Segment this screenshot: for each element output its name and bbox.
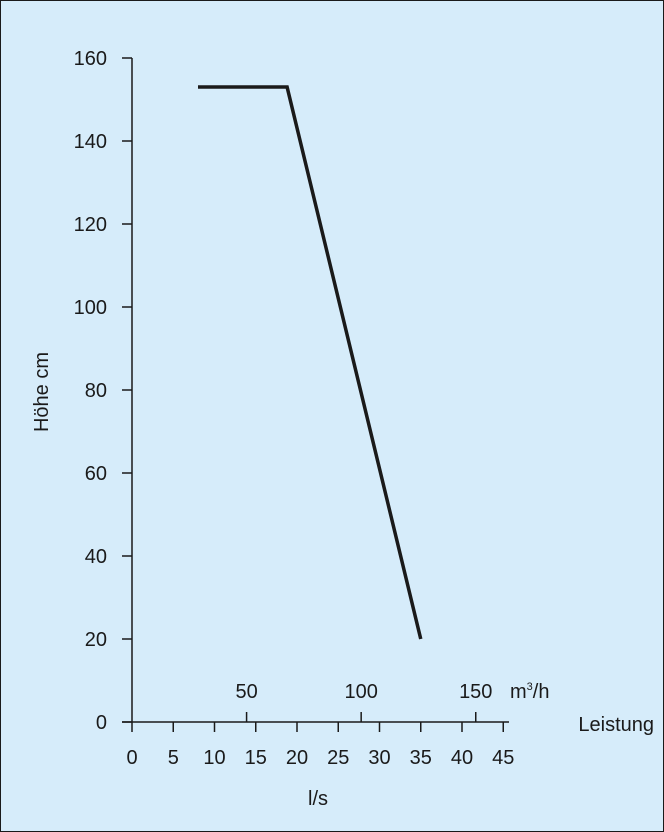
x-top-tick-label: 100 <box>344 681 377 703</box>
series-group <box>198 85 423 640</box>
y-tick-label: 160 <box>74 48 107 70</box>
y-tick-label: 40 <box>85 546 107 568</box>
x-secondary-label: Leistung <box>578 714 654 736</box>
x-top-unit-label: m3/h <box>510 681 549 703</box>
x-ticks: 0 5 10 15 20 25 30 35 40 45 <box>126 722 514 769</box>
x-tick-label: 30 <box>368 747 390 769</box>
y-tick-label: 120 <box>74 214 107 236</box>
x-top-tick-label: 150 <box>459 681 492 703</box>
x-tick-label: 40 <box>451 747 473 769</box>
x-tick-label: 15 <box>245 747 267 769</box>
x-top-unit-base: m <box>510 681 527 703</box>
y-tick-label: 0 <box>96 712 107 734</box>
x-top-unit-sup: 3 <box>527 681 533 693</box>
x-tick-label: 5 <box>168 747 179 769</box>
x-top-ticks: 50 100 150 <box>235 681 492 722</box>
x-tick-label: 10 <box>203 747 225 769</box>
y-tick-label: 100 <box>74 297 107 319</box>
y-axis-label: Höhe cm <box>31 352 53 432</box>
series-line <box>198 85 423 640</box>
x-tick-label: 0 <box>126 747 137 769</box>
y-tick-label: 80 <box>85 380 107 402</box>
y-tick-label: 60 <box>85 463 107 485</box>
y-tick-label: 140 <box>74 131 107 153</box>
x-tick-label: 45 <box>492 747 514 769</box>
y-tick-label: 20 <box>85 629 107 651</box>
x-tick-label: 35 <box>410 747 432 769</box>
x-top-tick-label: 50 <box>235 681 257 703</box>
x-tick-label: 25 <box>327 747 349 769</box>
y-ticks: 0 20 40 60 80 100 120 140 160 <box>74 48 132 734</box>
x-top-unit-rest: /h <box>533 681 550 703</box>
x-axis-label: l/s <box>308 788 328 810</box>
x-tick-label: 20 <box>286 747 308 769</box>
